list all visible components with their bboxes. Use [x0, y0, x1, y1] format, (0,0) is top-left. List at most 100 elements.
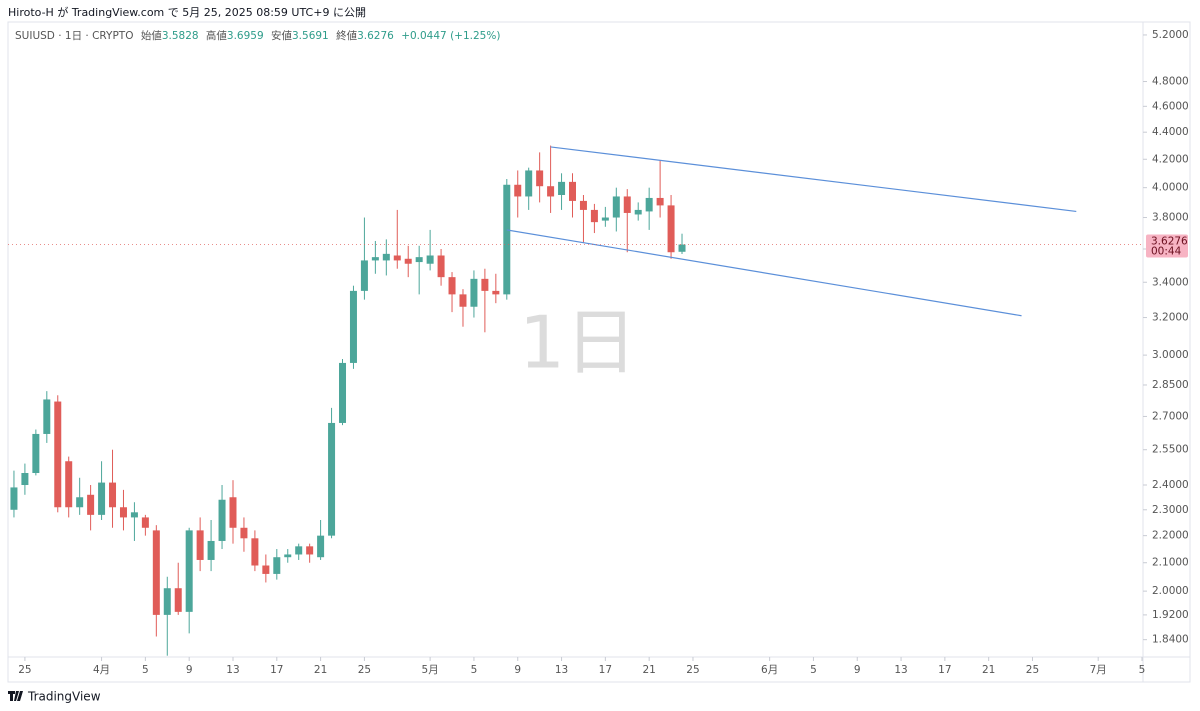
legend-label: 始値 — [141, 29, 162, 42]
x-tick-label: 4月 — [93, 664, 110, 676]
x-tick-label: 13 — [894, 664, 907, 676]
candle-body — [415, 257, 423, 263]
candle-body — [130, 512, 138, 518]
candle-body — [382, 253, 390, 261]
candle-body — [470, 278, 478, 307]
candle-body — [10, 487, 18, 510]
candle-body — [481, 278, 489, 291]
candle-body — [634, 209, 642, 215]
price-tag — [1146, 234, 1188, 258]
candle-body — [601, 217, 609, 221]
candle-body — [174, 588, 182, 612]
candle-body — [109, 482, 117, 508]
x-tick-label: 9 — [514, 664, 521, 676]
legend-symbol: SUIUSD · 1日 · CRYPTO — [15, 30, 133, 42]
price-tag-countdown: 00:44 — [1151, 246, 1182, 258]
candle-body — [163, 588, 171, 615]
candle-body — [207, 540, 215, 560]
watermark: 1日 — [519, 301, 637, 385]
candle-body — [492, 290, 500, 295]
y-tick-label: 3.0000 — [1152, 349, 1189, 361]
y-tick-label: 2.1000 — [1152, 557, 1189, 569]
candle-body — [360, 260, 368, 291]
y-tick-label: 2.4000 — [1152, 479, 1189, 491]
y-tick-label: 3.2000 — [1152, 312, 1189, 324]
candle-body — [667, 205, 675, 253]
candle-body — [393, 255, 401, 261]
logo-icon — [8, 691, 23, 701]
x-tick-label: 21 — [982, 664, 995, 676]
candle-body — [448, 277, 456, 295]
x-tick-label: 9 — [186, 664, 193, 676]
x-tick-label: 25 — [1026, 664, 1039, 676]
candle-body — [590, 209, 598, 223]
candle-body — [295, 546, 303, 555]
candle-body — [623, 196, 631, 213]
plot — [10, 145, 1077, 656]
candle-body — [317, 535, 325, 558]
y-tick-label: 4.4000 — [1152, 126, 1189, 138]
x-tick-label: 25 — [18, 664, 31, 676]
legend-change-pct: (+1.25%) — [450, 30, 500, 42]
candle-body — [251, 538, 259, 566]
y-tick-label: 3.8000 — [1152, 212, 1189, 224]
legend-change: +0.0447 — [401, 30, 447, 42]
x-tick-label: 25 — [686, 664, 699, 676]
candle-body — [306, 546, 314, 555]
footer-text: TradingView — [27, 690, 101, 704]
x-tick-label: 5 — [1139, 664, 1146, 676]
footer-logo: TradingView — [8, 690, 101, 704]
legend-value: 3.5828 — [162, 30, 199, 42]
candle-body — [371, 257, 379, 261]
x-tick-label: 13 — [226, 664, 239, 676]
candle-body — [43, 399, 51, 434]
candle-body — [185, 530, 193, 612]
candle-body — [678, 244, 686, 252]
candle-body — [273, 557, 281, 574]
x-tick-label: 5 — [810, 664, 817, 676]
candle-body — [525, 170, 533, 197]
y-tick-label: 5.2000 — [1152, 29, 1189, 41]
candle-body — [262, 565, 270, 574]
candle-body — [229, 497, 237, 528]
y-tick-label: 4.6000 — [1152, 100, 1189, 112]
y-tick-label: 2.2000 — [1152, 530, 1189, 542]
legend-label: 高値 — [206, 29, 227, 42]
y-tick-label: 2.0000 — [1152, 585, 1189, 597]
x-tick-label: 13 — [555, 664, 568, 676]
y-tick-label: 1.9200 — [1152, 609, 1189, 621]
candle-body — [503, 184, 511, 295]
legend-value: 3.6959 — [227, 30, 264, 42]
candle-body — [21, 473, 29, 486]
x-tick-label: 21 — [642, 664, 655, 676]
candle-body — [32, 433, 40, 474]
y-tick-label: 1.8400 — [1152, 634, 1189, 646]
x-tick-label: 17 — [599, 664, 612, 676]
candle-body — [98, 482, 106, 515]
candle-body — [54, 401, 62, 508]
legend-value: 3.5691 — [292, 30, 329, 42]
x-tick-label: 25 — [358, 664, 371, 676]
candle-body — [328, 422, 336, 536]
legend-label: 安値 — [271, 29, 292, 42]
legend: SUIUSD · 1日 · CRYPTO 始値3.5828 高値3.6959 安… — [15, 29, 500, 42]
trendline — [550, 146, 1077, 213]
y-tick-label: 3.4000 — [1152, 276, 1189, 288]
candle-body — [459, 294, 467, 307]
x-tick-label: 5月 — [422, 664, 439, 676]
legend-value: 3.6276 — [357, 30, 394, 42]
candle-body — [152, 530, 160, 615]
candle-body — [119, 507, 127, 518]
y-tick-label: 2.7000 — [1152, 410, 1189, 422]
y-tick-label: 4.2000 — [1152, 153, 1189, 165]
candle-body — [558, 181, 566, 195]
legend-label: 終値 — [336, 29, 357, 42]
candle-body — [437, 255, 445, 278]
x-tick-label: 17 — [938, 664, 951, 676]
header: Hiroto-H が TradingView.com で 5月 25, 2025… — [8, 5, 366, 19]
candle-body — [284, 554, 292, 558]
candle-body — [612, 196, 620, 218]
x-tick-label: 9 — [854, 664, 861, 676]
candle-body — [645, 197, 653, 212]
